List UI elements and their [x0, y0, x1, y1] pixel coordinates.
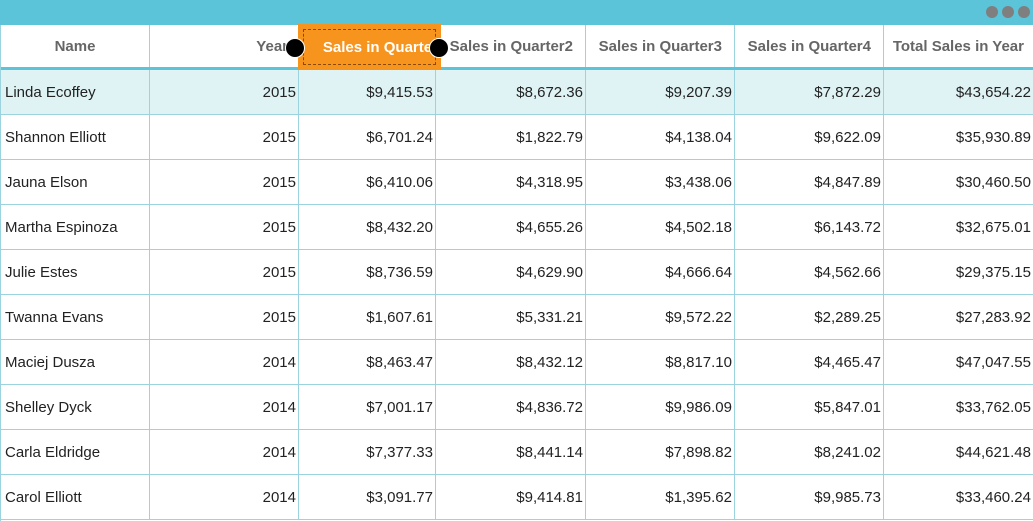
grid-header: Name Year Sales in Quarter2 Sales in Qua… [1, 24, 1033, 70]
cell-year[interactable]: 2015 [150, 160, 299, 204]
window-dot-icon[interactable] [1018, 6, 1030, 18]
cell-q1[interactable]: $8,736.59 [299, 250, 436, 294]
cell-q3[interactable]: $4,502.18 [586, 205, 735, 249]
cell-q3[interactable]: $4,138.04 [586, 115, 735, 159]
table-row[interactable]: Julie Estes 2015 $8,736.59 $4,629.90 $4,666.… [1, 250, 1033, 295]
cell-name[interactable]: Martha Espinoza [1, 205, 150, 249]
table-row[interactable]: Jauna Elson 2015 $6,410.06 $4,318.95 $3,438.… [1, 160, 1033, 205]
cell-q3[interactable]: $3,438.06 [586, 160, 735, 204]
cell-total[interactable]: $30,460.50 [884, 160, 1033, 204]
cell-total[interactable]: $29,375.15 [884, 250, 1033, 294]
cell-year[interactable]: 2014 [150, 385, 299, 429]
cell-year[interactable]: 2014 [150, 430, 299, 474]
table-row[interactable]: Maciej Dusza 2014 $8,463.47 $8,432.12 $8,817… [1, 340, 1033, 385]
cell-q3[interactable]: $9,207.39 [586, 70, 735, 114]
cell-year[interactable]: 2014 [150, 340, 299, 384]
cell-q4[interactable]: $4,562.66 [735, 250, 884, 294]
cell-q4[interactable]: $8,241.02 [735, 430, 884, 474]
grid-body: Linda Ecoffey 2015 $9,415.53 $8,672.36 $9,20… [1, 70, 1033, 520]
window-titlebar[interactable] [0, 0, 1033, 25]
cell-q3[interactable]: $9,986.09 [586, 385, 735, 429]
cell-q3[interactable]: $1,395.62 [586, 475, 735, 519]
cell-name[interactable]: Maciej Dusza [1, 340, 150, 384]
cell-year[interactable]: 2015 [150, 70, 299, 114]
cell-total[interactable]: $33,460.24 [884, 475, 1033, 519]
cell-name[interactable]: Julie Estes [1, 250, 150, 294]
cell-name[interactable]: Jauna Elson [1, 160, 150, 204]
window-dot-icon[interactable] [1002, 6, 1014, 18]
cell-q2[interactable]: $1,822.79 [436, 115, 586, 159]
cell-q2[interactable]: $5,331.21 [436, 295, 586, 339]
data-grid: Name Year Sales in Quarter2 Sales in Qua… [0, 24, 1033, 521]
cell-q1[interactable]: $3,091.77 [299, 475, 436, 519]
column-header-q3[interactable]: Sales in Quarter3 [586, 25, 735, 67]
cell-total[interactable]: $47,047.55 [884, 340, 1033, 384]
cell-name[interactable]: Carla Eldridge [1, 430, 150, 474]
cell-q2[interactable]: $4,836.72 [436, 385, 586, 429]
cell-year[interactable]: 2014 [150, 475, 299, 519]
cell-q2[interactable]: $8,441.14 [436, 430, 586, 474]
cell-q1[interactable]: $1,607.61 [299, 295, 436, 339]
cell-q2[interactable]: $9,414.81 [436, 475, 586, 519]
window-controls [986, 6, 1030, 18]
cell-total[interactable]: $32,675.01 [884, 205, 1033, 249]
cell-q2[interactable]: $4,629.90 [436, 250, 586, 294]
column-header-total[interactable]: Total Sales in Year [884, 25, 1033, 67]
cell-total[interactable]: $33,762.05 [884, 385, 1033, 429]
cell-q4[interactable]: $2,289.25 [735, 295, 884, 339]
table-row[interactable]: Shelley Dyck 2014 $7,001.17 $4,836.72 $9,986… [1, 385, 1033, 430]
cell-name[interactable]: Shelley Dyck [1, 385, 150, 429]
cell-year[interactable]: 2015 [150, 295, 299, 339]
cell-total[interactable]: $43,654.22 [884, 70, 1033, 114]
table-row[interactable]: Carla Eldridge 2014 $7,377.33 $8,441.14 $7,8… [1, 430, 1033, 475]
cell-q2[interactable]: $4,318.95 [436, 160, 586, 204]
column-header-year[interactable]: Year [150, 25, 299, 67]
cell-q2[interactable]: $8,672.36 [436, 70, 586, 114]
cell-q1[interactable]: $8,432.20 [299, 205, 436, 249]
cell-name[interactable]: Twanna Evans [1, 295, 150, 339]
cell-total[interactable]: $44,621.48 [884, 430, 1033, 474]
table-row[interactable]: Shannon Elliott 2015 $6,701.24 $1,822.79 $4,… [1, 115, 1033, 160]
cell-name[interactable]: Carol Elliott [1, 475, 150, 519]
resize-handle-right-icon[interactable] [429, 38, 449, 58]
cell-q4[interactable]: $4,847.89 [735, 160, 884, 204]
cell-q1[interactable]: $8,463.47 [299, 340, 436, 384]
cell-q3[interactable]: $7,898.82 [586, 430, 735, 474]
cell-total[interactable]: $35,930.89 [884, 115, 1033, 159]
column-header-name[interactable]: Name [1, 25, 150, 67]
cell-year[interactable]: 2015 [150, 250, 299, 294]
cell-q4[interactable]: $7,872.29 [735, 70, 884, 114]
table-row[interactable]: Martha Espinoza 2015 $8,432.20 $4,655.26 $4,… [1, 205, 1033, 250]
cell-name[interactable]: Linda Ecoffey [1, 70, 150, 114]
cell-q1[interactable]: $9,415.53 [299, 70, 436, 114]
cell-q1[interactable]: $6,410.06 [299, 160, 436, 204]
cell-total[interactable]: $27,283.92 [884, 295, 1033, 339]
column-header-q4[interactable]: Sales in Quarter4 [735, 25, 884, 67]
cell-q3[interactable]: $4,666.64 [586, 250, 735, 294]
cell-q1[interactable]: $7,001.17 [299, 385, 436, 429]
table-row[interactable]: Carol Elliott 2014 $3,091.77 $9,414.81 $1,39… [1, 475, 1033, 520]
cell-year[interactable]: 2015 [150, 205, 299, 249]
table-row[interactable]: Linda Ecoffey 2015 $9,415.53 $8,672.36 $9,20… [1, 70, 1033, 115]
table-row[interactable]: Twanna Evans 2015 $1,607.61 $5,331.21 $9,572… [1, 295, 1033, 340]
cell-q2[interactable]: $8,432.12 [436, 340, 586, 384]
cell-name[interactable]: Shannon Elliott [1, 115, 150, 159]
column-header-q1-dragging[interactable]: Sales in Quarte [298, 24, 441, 70]
cell-q2[interactable]: $4,655.26 [436, 205, 586, 249]
cell-q1[interactable]: $6,701.24 [299, 115, 436, 159]
cell-q4[interactable]: $9,985.73 [735, 475, 884, 519]
cell-q4[interactable]: $4,465.47 [735, 340, 884, 384]
cell-q3[interactable]: $9,572.22 [586, 295, 735, 339]
cell-q4[interactable]: $9,622.09 [735, 115, 884, 159]
cell-q3[interactable]: $8,817.10 [586, 340, 735, 384]
resize-handle-left-icon[interactable] [285, 38, 305, 58]
cell-q4[interactable]: $5,847.01 [735, 385, 884, 429]
cell-year[interactable]: 2015 [150, 115, 299, 159]
cell-q1[interactable]: $7,377.33 [299, 430, 436, 474]
dragging-column-label: Sales in Quarte [322, 38, 433, 56]
window-dot-icon[interactable] [986, 6, 998, 18]
column-header-q2[interactable]: Sales in Quarter2 [436, 25, 586, 67]
cell-q4[interactable]: $6,143.72 [735, 205, 884, 249]
